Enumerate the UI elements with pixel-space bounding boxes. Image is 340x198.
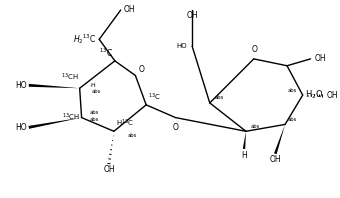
Text: H$^{13}$C: H$^{13}$C <box>116 118 134 129</box>
Text: $^{13}$C: $^{13}$C <box>148 92 161 103</box>
Text: OH: OH <box>186 11 198 20</box>
Text: abs: abs <box>288 117 298 122</box>
Text: O: O <box>138 65 144 74</box>
Text: O: O <box>173 124 178 132</box>
Text: OH: OH <box>124 6 135 14</box>
Polygon shape <box>29 84 80 88</box>
Text: $^{13}$CH: $^{13}$CH <box>61 72 79 83</box>
Text: abs: abs <box>91 89 101 94</box>
Text: ·H: ·H <box>89 83 96 88</box>
Polygon shape <box>29 118 82 129</box>
Text: OH: OH <box>270 155 281 164</box>
Text: abs: abs <box>251 124 260 129</box>
Text: abs: abs <box>288 88 298 93</box>
Text: O: O <box>252 45 258 54</box>
Text: abs: abs <box>128 133 137 138</box>
Text: $H_2$$^{13}$C: $H_2$$^{13}$C <box>73 32 96 46</box>
Text: H: H <box>241 151 247 160</box>
Polygon shape <box>274 124 285 154</box>
Text: OH: OH <box>314 54 326 63</box>
Text: HO: HO <box>177 43 187 49</box>
Text: abs: abs <box>89 110 99 115</box>
Text: $^{13}$CH: $^{13}$CH <box>62 112 80 123</box>
Text: HO: HO <box>15 123 27 132</box>
Text: abs: abs <box>89 117 99 122</box>
Text: OH: OH <box>103 165 115 173</box>
Text: OH: OH <box>326 91 338 100</box>
Text: HO: HO <box>15 81 27 90</box>
Text: abs: abs <box>215 94 224 100</box>
Text: H$_2$O: H$_2$O <box>305 89 323 101</box>
Polygon shape <box>243 131 246 149</box>
Text: $^{13}$C: $^{13}$C <box>99 47 113 59</box>
